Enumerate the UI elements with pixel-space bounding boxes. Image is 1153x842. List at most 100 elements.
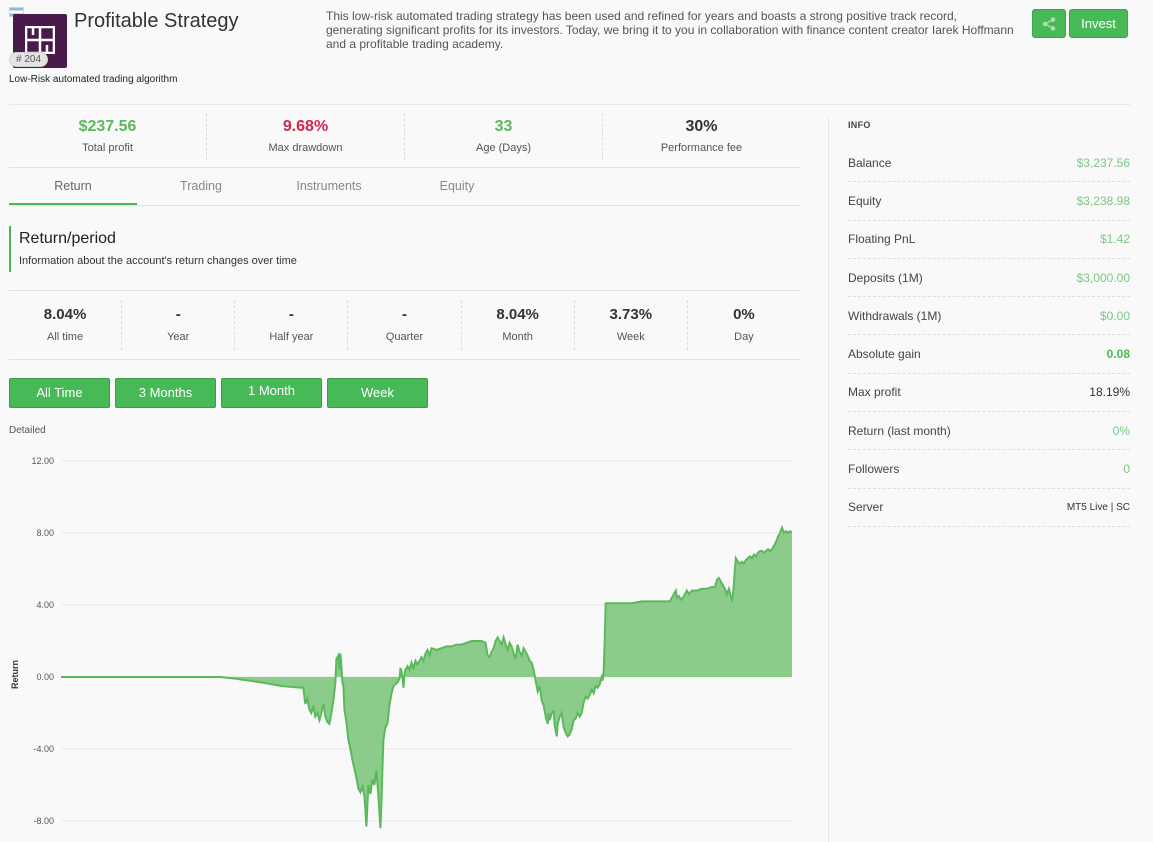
share-button[interactable] [1032,9,1066,38]
info-value: $3,238.98 [1076,193,1130,208]
info-key: Followers [848,462,900,477]
info-row: Max profit 18.19% [848,374,1130,413]
return-period-header: Return/period Information about the acco… [9,226,297,272]
period-week-button[interactable]: Week [327,378,428,408]
tab-trading[interactable]: Trading [180,179,222,193]
stat-label: Age (Days) [475,142,532,154]
stat-performance-fee: 30% Performance fee [603,114,800,160]
strategy-id-badge: # 204 [9,52,49,67]
period-3-months-button[interactable]: 3 Months [115,378,216,408]
section-title: Return/period [19,230,116,247]
return-all-time: 8.04% All time [9,300,123,350]
return-label: Half year [269,331,314,343]
stat-max-drawdown: 9.68% Max drawdown [207,114,405,160]
return-stats: 8.04% All time - Year - Half year - Quarter … [9,300,800,350]
return-value: 3.73% [609,306,653,323]
return-label: Year [167,331,190,343]
info-key: Equity [848,193,882,208]
info-panel: INFO Balance $3,237.56 Equity $3,238.98 Floa… [848,108,1130,527]
y-tick-label: 8.00 [36,528,54,538]
info-value: 18.19% [1089,385,1130,400]
info-row: Deposits (1M) $3,000.00 [848,259,1130,298]
stat-label: Total profit [82,142,133,154]
info-row: Floating PnL $1.42 [848,221,1130,259]
y-tick-label: -8.00 [33,816,54,826]
strategy-subtitle: Low-Risk automated trading algorithm [9,74,178,85]
info-key: Withdrawals (1M) [848,308,942,323]
logo-icon [25,26,55,54]
info-key: Absolute gain [848,347,921,362]
column-divider [828,118,829,842]
period-all-time-button[interactable]: All Time [9,378,110,408]
y-tick-label: 12.00 [31,456,54,466]
return-label: Quarter [385,331,424,343]
tab-equity[interactable]: Equity [439,179,475,193]
return-chart: 12.00 8.00 4.00 0.00 -4.00 -8.00 Return [10,456,793,829]
return-value: - [401,306,407,323]
divider [9,167,800,168]
invest-button[interactable]: Invest [1069,9,1128,38]
tab-return[interactable]: Return [9,168,137,205]
summary-stats: $237.56 Total profit 9.68% Max drawdown … [9,114,800,160]
info-key: Floating PnL [848,232,916,247]
return-line [61,524,793,829]
stat-total-profit: $237.56 Total profit [9,114,207,160]
info-key: Max profit [848,385,901,400]
stat-label: Performance fee [660,142,743,154]
return-value: 0% [733,306,755,323]
info-row: Equity $3,238.98 [848,182,1130,221]
stat-value: $237.56 [78,118,137,135]
return-label: Day [734,331,754,343]
return-label: All time [47,331,84,343]
info-value: $3,000.00 [1076,270,1130,285]
info-row: Absolute gain 0.08 [848,335,1130,374]
return-label: Week [616,331,645,343]
page-title: Profitable Strategy [74,10,239,32]
info-heading: INFO [848,120,871,130]
info-row: Balance $3,237.56 [848,144,1130,183]
info-key: Balance [848,155,892,170]
y-tick-label: -4.00 [33,744,54,754]
return-month: 8.04% Month [462,300,575,350]
return-year: - Year [122,300,236,350]
y-axis-label: Return [10,660,20,689]
divider [9,290,800,291]
stat-label: Max drawdown [268,142,343,154]
y-tick-label: 4.00 [36,600,54,610]
return-value: 8.04% [496,306,539,323]
info-row: Followers 0 [848,450,1130,489]
info-key: Server [848,500,884,515]
divider [9,359,800,360]
stat-value: 30% [685,118,718,135]
return-value: - [175,306,181,323]
share-icon [1042,17,1056,31]
info-key: Return (last month) [848,423,951,438]
strategy-description: This low-risk automated trading strategy… [326,9,1014,51]
stat-value: 33 [494,118,513,135]
stat-age: 33 Age (Days) [405,114,603,160]
info-value: $0.00 [1099,308,1130,323]
info-value: 0 [1123,462,1130,477]
period-1-month-button[interactable]: 1 Month [221,378,322,408]
y-axis: 12.00 8.00 4.00 0.00 -4.00 -8.00 [31,456,54,826]
chart-caption: Detailed [9,425,46,436]
return-label: Month [502,331,533,343]
tab-instruments[interactable]: Instruments [296,179,362,193]
stat-value: 9.68% [282,118,329,135]
info-row: Return (last month) 0% [848,412,1130,451]
info-value: 0.08 [1106,347,1130,362]
return-half-year: - Half year [235,300,349,350]
info-value: MT5 Live | SC [1066,501,1130,513]
info-key: Deposits (1M) [848,270,923,285]
info-value: $3,237.56 [1076,155,1130,170]
info-value: $1.42 [1099,232,1130,247]
return-quarter: - Quarter [348,300,462,350]
return-week: 3.73% Week [575,300,688,350]
return-day: 0% Day [688,300,800,350]
period-selector: All Time 3 Months 1 Month Week [9,378,428,408]
y-tick-label: 0.00 [36,672,54,682]
return-value: 8.04% [43,306,87,323]
tab-bar: Return Trading Instruments Equity [9,168,800,206]
info-value: 0% [1112,423,1130,438]
divider [9,104,1130,105]
